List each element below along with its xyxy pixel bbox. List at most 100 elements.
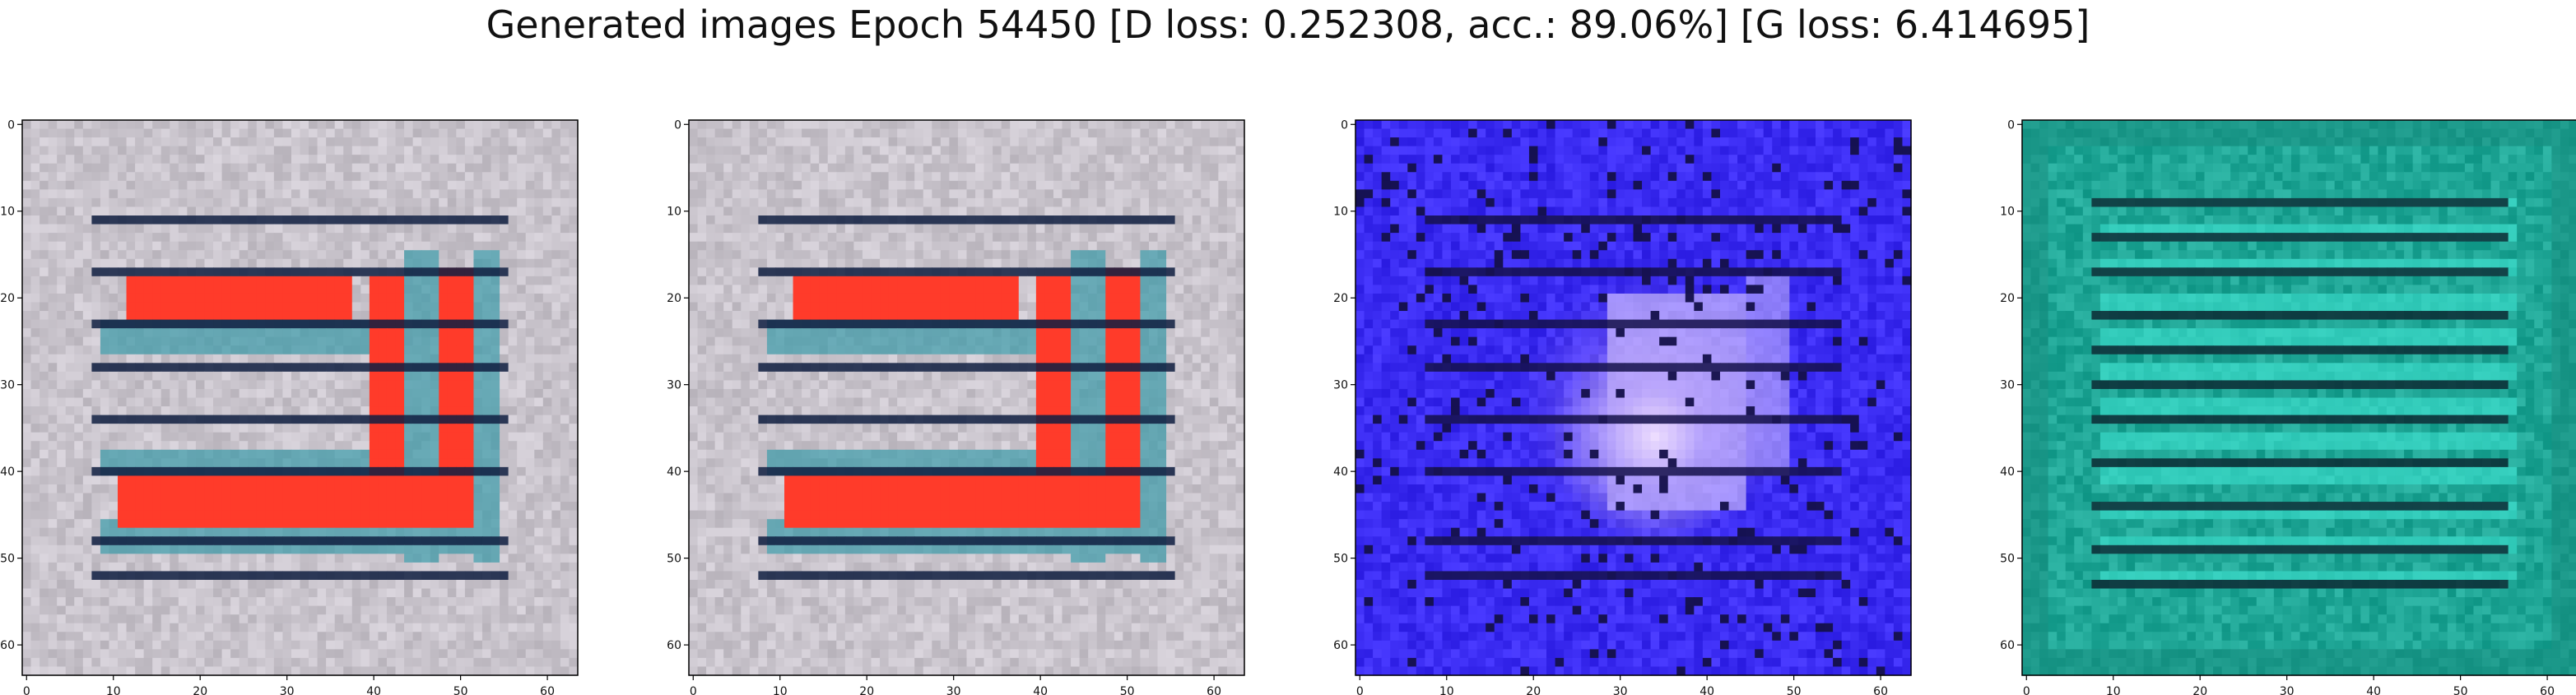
- image-pixel: [386, 441, 397, 451]
- image-pixel: [1079, 189, 1089, 199]
- image-pixel: [326, 588, 336, 598]
- image-pixel: [91, 180, 101, 190]
- image-pixel: [1209, 206, 1219, 216]
- image-pixel: [65, 189, 75, 199]
- image-pixel: [819, 180, 829, 190]
- image-pixel: [143, 649, 153, 659]
- image-pixel: [542, 215, 552, 225]
- image-pixel: [993, 146, 1002, 155]
- image-pixel: [749, 172, 759, 182]
- image-pixel: [456, 354, 466, 364]
- image-pixel: [65, 120, 75, 130]
- image-pixel: [447, 302, 457, 312]
- image-pixel: [360, 267, 370, 277]
- image-pixel: [1105, 155, 1115, 164]
- image-pixel: [334, 302, 344, 312]
- image-pixel: [256, 163, 266, 173]
- image-pixel: [178, 649, 188, 659]
- image-pixel: [187, 224, 197, 234]
- image-pixel: [810, 137, 820, 147]
- image-pixel: [273, 155, 284, 164]
- image-pixel: [351, 562, 361, 572]
- image-pixel: [265, 233, 275, 243]
- image-pixel: [65, 363, 75, 373]
- image-pixel: [317, 441, 327, 451]
- image-pixel: [1235, 206, 1245, 216]
- image-pixel: [421, 128, 431, 138]
- image-pixel: [160, 328, 170, 338]
- image-pixel: [334, 458, 344, 468]
- image-pixel: [40, 371, 49, 382]
- image-pixel: [491, 466, 500, 477]
- image-pixel: [1166, 197, 1176, 208]
- image-pixel: [897, 137, 907, 147]
- image-pixel: [560, 493, 570, 503]
- image-pixel: [517, 554, 527, 563]
- image-pixel: [551, 614, 561, 624]
- image-pixel: [758, 180, 768, 190]
- image-pixel: [143, 562, 153, 572]
- image-pixel: [775, 163, 785, 173]
- image-pixel: [1062, 224, 1072, 234]
- image-pixel: [160, 623, 170, 632]
- image-pixel: [126, 649, 136, 659]
- image-pixel: [1157, 120, 1167, 130]
- image-pixel: [508, 267, 518, 277]
- image-pixel: [213, 449, 223, 459]
- image-pixel: [957, 224, 968, 234]
- image-pixel: [195, 449, 206, 459]
- image-pixel: [551, 649, 561, 659]
- image-pixel: [100, 632, 110, 642]
- image-pixel: [248, 319, 258, 329]
- image-pixel: [91, 250, 101, 260]
- image-pixel: [369, 285, 379, 294]
- image-pixel: [1088, 197, 1098, 208]
- image-pixel: [360, 432, 370, 442]
- image-pixel: [135, 233, 145, 243]
- image-pixel: [1035, 120, 1046, 130]
- image-pixel: [291, 493, 301, 503]
- image-pixel: [152, 311, 162, 321]
- image-pixel: [369, 250, 379, 260]
- image-pixel: [784, 224, 794, 234]
- image-pixel: [957, 163, 968, 173]
- image-pixel: [500, 276, 509, 285]
- image-pixel: [248, 233, 258, 243]
- image-pixel: [1044, 189, 1054, 199]
- image-pixel: [491, 180, 500, 190]
- image-pixel: [291, 536, 301, 546]
- image-pixel: [343, 406, 353, 416]
- image-pixel: [213, 155, 223, 164]
- image-pixel: [447, 241, 457, 251]
- image-pixel: [22, 397, 32, 407]
- image-pixel: [178, 137, 188, 147]
- image-pixel: [447, 484, 457, 494]
- image-pixel: [30, 371, 40, 382]
- image-pixel: [525, 424, 535, 433]
- image-pixel: [1114, 189, 1123, 199]
- image-pixel: [464, 449, 475, 459]
- image-pixel: [248, 588, 258, 598]
- image-pixel: [404, 311, 414, 321]
- image-pixel: [421, 605, 431, 615]
- image-pixel: [256, 371, 266, 382]
- image-pixel: [135, 571, 145, 581]
- image-pixel: [74, 554, 84, 563]
- image-pixel: [508, 250, 518, 260]
- image-pixel: [282, 241, 292, 251]
- image-pixel: [74, 397, 84, 407]
- image-pixel: [517, 319, 527, 329]
- image-pixel: [456, 441, 466, 451]
- image-pixel: [560, 466, 570, 477]
- image-pixel: [317, 527, 327, 537]
- image-pixel: [697, 146, 707, 155]
- image-pixel: [48, 354, 58, 364]
- image-pixel: [343, 649, 353, 659]
- image-pixel: [109, 120, 119, 130]
- image-pixel: [1183, 155, 1193, 164]
- image-pixel: [82, 206, 92, 216]
- image-pixel: [48, 466, 58, 477]
- image-pixel: [880, 189, 890, 199]
- image-pixel: [74, 120, 84, 130]
- image-pixel: [126, 137, 136, 147]
